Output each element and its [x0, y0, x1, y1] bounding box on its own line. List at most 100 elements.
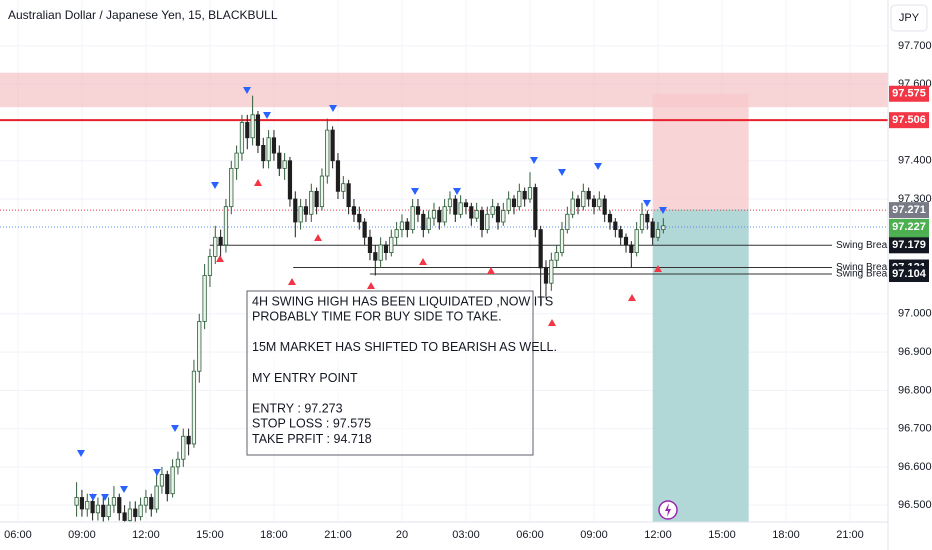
candle-body	[506, 198, 511, 211]
candle-body	[522, 190, 527, 200]
axes: 97.70097.60097.40097.30097.00096.90096.8…	[4, 40, 931, 541]
annotation-line: PROBABLY TIME FOR BUY SIDE TO TAKE.	[252, 310, 502, 324]
candle-body	[111, 497, 117, 506]
candle-body	[447, 198, 453, 208]
candle-body	[303, 206, 309, 215]
candle-body	[639, 213, 645, 231]
chart-title: Australian Dollar / Japanese Yen, 15, BL…	[8, 8, 278, 22]
candle-body	[351, 206, 357, 215]
candle-body	[575, 198, 581, 208]
candle-body	[106, 504, 111, 518]
candle-body	[101, 504, 106, 518]
annotation-line: TAKE PRFIT : 94.718	[252, 432, 372, 446]
currency-button[interactable]	[890, 4, 928, 32]
x-tick-label: 20	[396, 529, 408, 541]
candle-body	[437, 210, 442, 223]
y-tick-label: 96.500	[898, 499, 932, 511]
candle-body	[442, 206, 447, 223]
candle-body	[655, 229, 661, 238]
x-tick-label: 09:00	[68, 529, 96, 541]
candle-body	[117, 497, 122, 514]
swing-break-label: Swing Break	[836, 240, 893, 251]
candle-body	[319, 175, 325, 208]
candle-body	[394, 229, 399, 238]
candle-body	[261, 145, 266, 162]
candle-body	[165, 474, 170, 495]
candle-body	[623, 236, 629, 246]
candle-body	[618, 229, 623, 238]
candle-body	[543, 267, 549, 284]
y-tick-label: 96.800	[898, 384, 932, 396]
y-tick-label: 97.400	[898, 155, 932, 167]
candle-body	[346, 183, 351, 208]
annotation-line: 4H SWING HIGH HAS BEEN LIQUIDATED ,NOW I…	[252, 294, 553, 308]
candle-body	[661, 225, 666, 231]
risk-zone	[652, 93, 749, 210]
price-tag	[889, 237, 929, 254]
candle-body	[309, 190, 314, 215]
candle-body	[245, 122, 250, 139]
candle-body	[501, 210, 506, 223]
x-tick-label: 18:00	[260, 529, 288, 541]
price-tag-label: 97.271	[892, 204, 926, 216]
candle-body	[202, 275, 207, 322]
candle-body	[223, 206, 229, 246]
candle-body	[399, 221, 405, 231]
supply-zone	[0, 72, 888, 108]
candle-body	[207, 256, 213, 276]
price-tag-label: 97.506	[892, 114, 926, 126]
candle-body	[410, 206, 415, 231]
candle-body	[469, 206, 474, 219]
price-tag-label: 97.104	[892, 268, 927, 280]
candle-body	[314, 190, 319, 208]
candle-body	[581, 190, 586, 208]
price-tag	[889, 85, 929, 102]
candle-body	[453, 198, 458, 215]
candle-body	[490, 206, 495, 215]
candle-body	[559, 229, 565, 253]
y-tick-label: 97.700	[898, 40, 932, 52]
candle-body	[191, 370, 197, 445]
candle-body	[383, 244, 389, 253]
candle-body	[271, 137, 277, 154]
candle-body	[607, 213, 613, 223]
candle-body	[357, 213, 362, 223]
candle-body	[613, 221, 618, 231]
x-tick-label: 21:00	[324, 529, 352, 541]
candle-body	[335, 160, 341, 192]
candle-body	[538, 229, 543, 269]
alert-icon-bolt	[665, 503, 671, 517]
x-tick-label: 09:00	[580, 529, 608, 541]
candle-body	[122, 512, 127, 521]
price-tag	[889, 112, 929, 129]
x-tick-label: 21:00	[836, 529, 864, 541]
candle-body	[341, 183, 346, 192]
candle-body	[634, 229, 639, 253]
candle-body	[138, 504, 143, 518]
x-tick-label: 18:00	[772, 529, 800, 541]
y-tick-label: 96.900	[898, 346, 932, 358]
price-tag-label: 97.227	[892, 221, 926, 233]
candle-body	[79, 497, 85, 510]
candle-body	[479, 210, 485, 231]
candle-body	[629, 244, 634, 253]
candle-body	[421, 213, 426, 231]
x-tick-label: 06:00	[4, 529, 32, 541]
swing-break-label: Swing Break	[836, 269, 893, 280]
candle-body	[90, 500, 95, 514]
price-tag	[889, 218, 929, 235]
candle-body	[234, 152, 239, 169]
candle-body	[154, 485, 159, 510]
candle-body	[229, 167, 234, 208]
swing-break-label: Swing Break	[836, 262, 893, 273]
candle-body	[645, 213, 650, 223]
candle-body	[197, 321, 202, 372]
candle-body	[95, 504, 101, 514]
y-tick-label: 97.300	[898, 193, 932, 205]
candle-body	[175, 458, 181, 468]
candle-body	[533, 187, 538, 231]
price-tag	[889, 266, 929, 283]
candle-body	[330, 129, 335, 162]
candle-body	[218, 236, 223, 246]
